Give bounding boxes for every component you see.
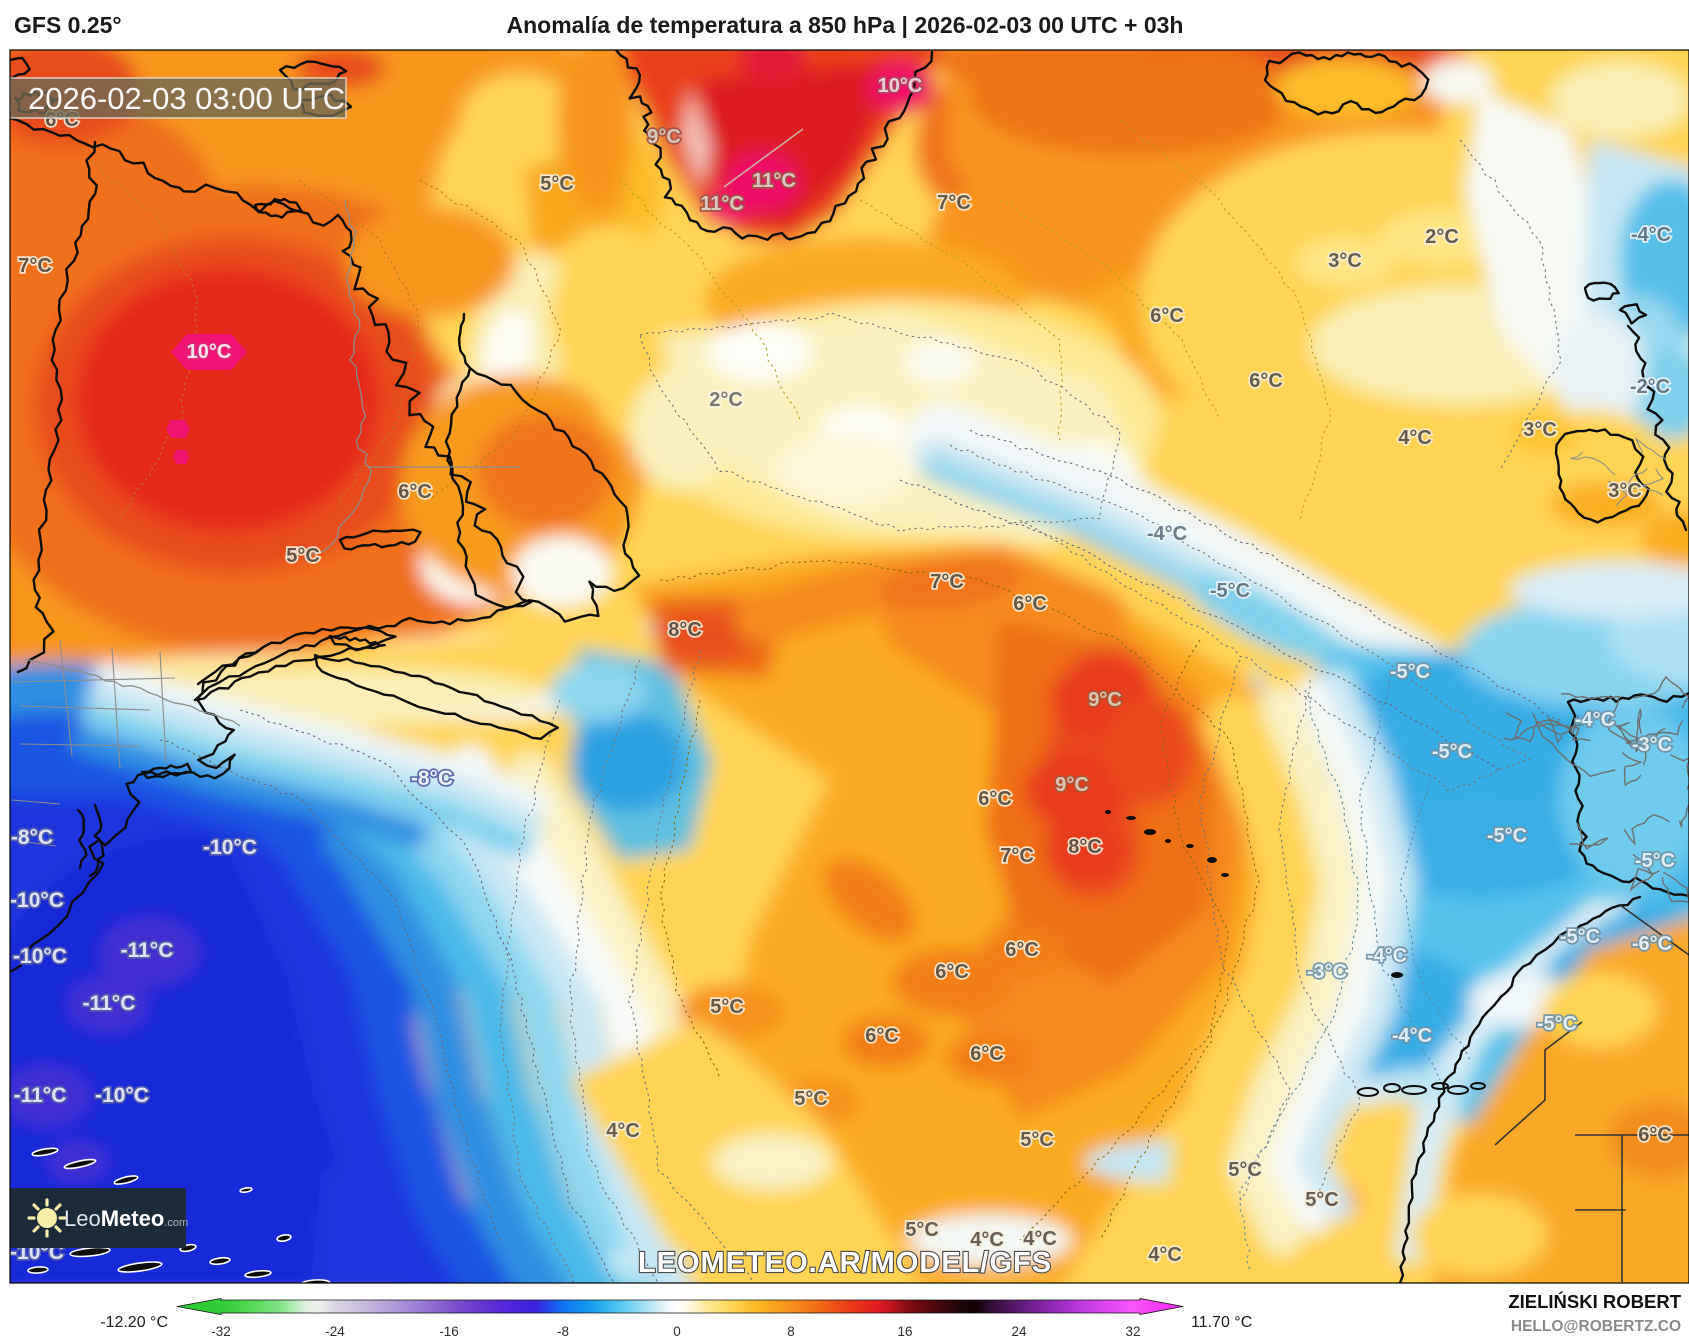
- svg-text:-5°C: -5°C: [1390, 661, 1430, 683]
- svg-text:6°C: 6°C: [1150, 305, 1184, 327]
- svg-text:4°C: 4°C: [970, 1229, 1004, 1251]
- svg-text:7°C: 7°C: [937, 192, 971, 214]
- svg-text:6°C: 6°C: [865, 1025, 899, 1047]
- svg-text:10°C: 10°C: [187, 341, 232, 363]
- svg-text:-5°C: -5°C: [1210, 580, 1250, 602]
- svg-text:4°C: 4°C: [606, 1120, 640, 1142]
- svg-text:5°C: 5°C: [1020, 1129, 1054, 1151]
- svg-text:-5°C: -5°C: [1487, 825, 1527, 847]
- svg-text:-4°C: -4°C: [1392, 1025, 1432, 1047]
- svg-text:-6°C: -6°C: [1632, 933, 1672, 955]
- svg-text:-4°C: -4°C: [1367, 945, 1407, 967]
- svg-text:11.70 °C: 11.70 °C: [1191, 1314, 1252, 1331]
- svg-text:8°C: 8°C: [1068, 836, 1102, 858]
- svg-text:9°C: 9°C: [1088, 689, 1122, 711]
- svg-text:0: 0: [673, 1324, 681, 1339]
- svg-text:LeoMeteo.com: LeoMeteo.com: [64, 1206, 188, 1231]
- svg-text:-2°C: -2°C: [1630, 376, 1670, 398]
- svg-text:9°C: 9°C: [1055, 774, 1089, 796]
- svg-text:2026-02-03 03:00 UTC: 2026-02-03 03:00 UTC: [28, 81, 345, 116]
- svg-text:4°C: 4°C: [1148, 1244, 1182, 1266]
- svg-text:6°C: 6°C: [1013, 593, 1047, 615]
- svg-text:9°C: 9°C: [647, 126, 681, 148]
- svg-text:5°C: 5°C: [710, 996, 744, 1018]
- svg-text:-16: -16: [439, 1324, 459, 1339]
- svg-text:-4°C: -4°C: [1575, 709, 1615, 731]
- svg-text:7°C: 7°C: [1000, 845, 1034, 867]
- svg-text:5°C: 5°C: [794, 1088, 828, 1110]
- svg-text:-10°C: -10°C: [13, 945, 67, 968]
- svg-text:11°C: 11°C: [700, 193, 744, 215]
- svg-text:-8°C: -8°C: [11, 826, 53, 849]
- svg-text:-12.20 °C: -12.20 °C: [100, 1314, 168, 1331]
- svg-text:-10°C: -10°C: [10, 889, 64, 912]
- svg-text:24: 24: [1011, 1324, 1027, 1339]
- svg-text:-24: -24: [325, 1324, 345, 1339]
- svg-text:-11°C: -11°C: [83, 992, 136, 1015]
- svg-text:16: 16: [897, 1324, 912, 1339]
- svg-text:-5°C: -5°C: [1537, 1013, 1577, 1035]
- svg-text:2°C: 2°C: [709, 389, 743, 411]
- svg-text:7°C: 7°C: [930, 571, 964, 593]
- svg-text:-5°C: -5°C: [1635, 850, 1675, 872]
- svg-text:3°C: 3°C: [1328, 250, 1362, 272]
- svg-text:6°C: 6°C: [1638, 1124, 1672, 1146]
- svg-text:11°C: 11°C: [752, 170, 796, 192]
- svg-text:-3°C: -3°C: [1632, 734, 1672, 756]
- svg-text:-8°C: -8°C: [411, 767, 453, 790]
- svg-text:GFS 0.25°: GFS 0.25°: [14, 12, 122, 38]
- svg-text:5°C: 5°C: [286, 545, 320, 567]
- svg-text:10°C: 10°C: [878, 75, 923, 97]
- svg-text:HELLO@ROBERTZ.CO: HELLO@ROBERTZ.CO: [1511, 1318, 1681, 1335]
- svg-text:5°C: 5°C: [905, 1219, 939, 1241]
- svg-text:-8: -8: [557, 1324, 569, 1339]
- svg-text:6°C: 6°C: [935, 961, 969, 983]
- svg-text:-3°C: -3°C: [1307, 961, 1347, 983]
- svg-text:6°C: 6°C: [970, 1043, 1004, 1065]
- svg-text:-32: -32: [211, 1324, 231, 1339]
- svg-text:LEOMETEO.AR/MODEL/GFS: LEOMETEO.AR/MODEL/GFS: [638, 1247, 1052, 1279]
- svg-text:-11°C: -11°C: [121, 939, 174, 962]
- svg-text:-10°C: -10°C: [203, 836, 257, 859]
- svg-text:5°C: 5°C: [540, 173, 574, 195]
- svg-text:-5°C: -5°C: [1432, 741, 1472, 763]
- svg-text:4°C: 4°C: [1398, 427, 1432, 449]
- svg-text:6°C: 6°C: [1005, 939, 1039, 961]
- svg-text:-11°C: -11°C: [14, 1084, 67, 1107]
- svg-text:8: 8: [787, 1324, 795, 1339]
- svg-text:3°C: 3°C: [1523, 419, 1557, 441]
- svg-text:4°C: 4°C: [1023, 1228, 1057, 1250]
- svg-text:6°C: 6°C: [978, 788, 1012, 810]
- svg-text:Anomalía de temperatura a 850: Anomalía de temperatura a 850 hPa | 2026…: [507, 12, 1184, 38]
- svg-text:3°C: 3°C: [1608, 480, 1642, 502]
- svg-text:5°C: 5°C: [1305, 1189, 1339, 1211]
- svg-text:7°C: 7°C: [18, 255, 52, 277]
- svg-text:6°C: 6°C: [1249, 370, 1283, 392]
- svg-text:6°C: 6°C: [398, 481, 432, 503]
- svg-text:-4°C: -4°C: [1631, 224, 1671, 246]
- svg-text:-10°C: -10°C: [95, 1084, 149, 1107]
- svg-text:ZIELIŃSKI ROBERT: ZIELIŃSKI ROBERT: [1508, 1291, 1681, 1312]
- svg-text:-4°C: -4°C: [1147, 523, 1187, 545]
- svg-text:32: 32: [1125, 1324, 1140, 1339]
- svg-text:-5°C: -5°C: [1560, 926, 1600, 948]
- svg-text:2°C: 2°C: [1425, 226, 1459, 248]
- svg-text:5°C: 5°C: [1228, 1159, 1262, 1181]
- svg-text:8°C: 8°C: [668, 619, 702, 641]
